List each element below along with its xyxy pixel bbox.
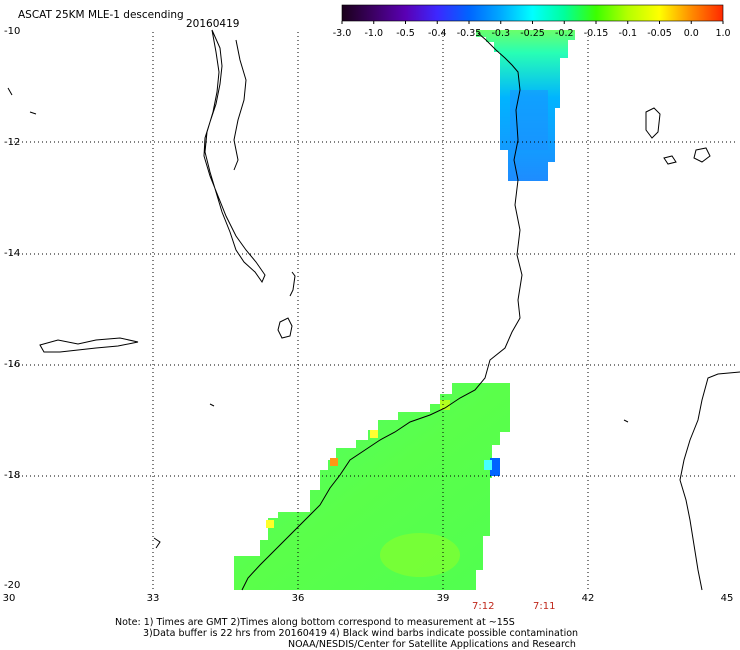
colorbar-tick-label: -0.4	[427, 28, 447, 39]
lon-tick-label: 39	[436, 593, 450, 604]
lat-tick-label: -20	[4, 580, 21, 591]
pass-time-label: 7:12	[472, 601, 495, 612]
lat-tick-label: -16	[4, 359, 21, 370]
lon-tick-label: 33	[146, 593, 160, 604]
lon-tick-label: 36	[291, 593, 305, 604]
lat-tick-label: -14	[4, 248, 21, 259]
colorbar	[341, 4, 724, 24]
colorbar-tick-label: -0.15	[583, 28, 609, 39]
lat-tick-label: -10	[4, 26, 21, 37]
lon-tick-label: 42	[581, 593, 595, 604]
colorbar-tick-label: -3.0	[332, 28, 352, 39]
colorbar-tick-label: -0.3	[491, 28, 511, 39]
colorbar-tick-label: -0.2	[554, 28, 574, 39]
colorbar-tick-label: -1.0	[364, 28, 384, 39]
lon-tick-label: 30	[2, 593, 16, 604]
colorbar-tick-label: -0.5	[396, 28, 415, 39]
colorbar-gradient	[341, 4, 724, 22]
colorbar-tick-label: -0.05	[647, 28, 672, 39]
graticule	[10, 32, 735, 590]
lon-tick-label: 45	[720, 593, 734, 604]
colorbar-tick-label: -0.1	[618, 28, 638, 39]
lat-tick-label: -18	[4, 470, 21, 481]
note-line: 3)Data buffer is 22 hrs from 20160419 4)…	[143, 628, 579, 639]
colorbar-tick-label: 0.0	[683, 28, 699, 39]
lat-tick-label: -12	[4, 137, 21, 148]
coastlines	[7, 29, 740, 591]
colorbar-tick-label: -0.35	[456, 28, 482, 39]
colorbar-tick-label: 1.0	[715, 28, 731, 39]
note-line: Note: 1) Times are GMT 2)Times along bot…	[115, 617, 515, 628]
colorbar-tick-label: -0.25	[520, 28, 545, 39]
note-line: NOAA/NESDIS/Center for Satellite Applica…	[288, 639, 576, 650]
north-data-swath	[476, 30, 575, 181]
map-date: 20160419	[186, 18, 240, 30]
south-data-swath	[234, 383, 510, 590]
map-title: ASCAT 25KM MLE-1 descending	[18, 9, 184, 21]
pass-time-label: 7:11	[533, 601, 556, 612]
